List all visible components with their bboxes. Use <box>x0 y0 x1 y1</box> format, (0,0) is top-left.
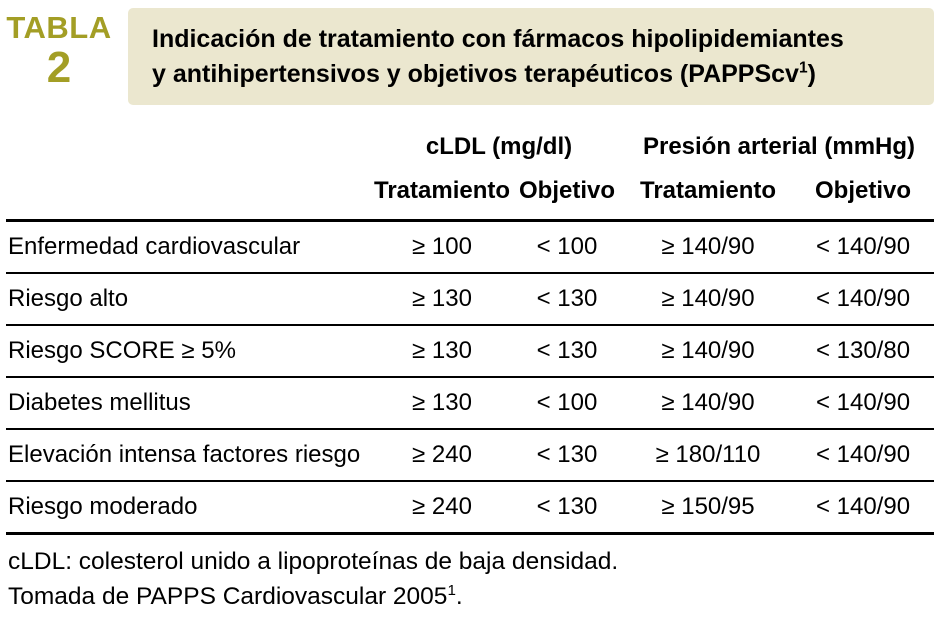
footnote-source-end: . <box>455 582 463 610</box>
cell-cldl-tratamiento: ≥ 240 <box>374 481 510 535</box>
title-line-2-end: ) <box>807 59 816 88</box>
footnote-source: Tomada de PAPPS Cardiovascular 20051. <box>8 580 934 615</box>
title-line-1: Indicación de tratamiento con fármacos h… <box>152 24 844 53</box>
row-label: Riesgo alto <box>6 273 374 326</box>
cell-cldl-tratamiento: ≥ 130 <box>374 377 510 430</box>
cell-pa-tratamiento: ≥ 140/90 <box>624 325 792 378</box>
row-label: Riesgo SCORE ≥ 5% <box>6 325 374 378</box>
row-label: Enfermedad cardiovascular <box>6 220 374 274</box>
title-line-2: y antihipertensivos y objetivos terapéut… <box>152 57 910 92</box>
table-title: Indicación de tratamiento con fármacos h… <box>128 8 934 105</box>
group-header-spacer <box>6 123 374 177</box>
column-subheader-row: Tratamiento Objetivo Tratamiento Objetiv… <box>6 177 935 222</box>
title-line-2-text: y antihipertensivos y objetivos terapéut… <box>152 59 799 88</box>
row-label: Riesgo moderado <box>6 481 374 535</box>
footnote-abbreviation: cLDL: colesterol unido a lipoproteínas d… <box>8 548 619 575</box>
footnote-source-text: Tomada de PAPPS Cardiovascular 2005 <box>8 582 448 610</box>
cell-cldl-tratamiento: ≥ 100 <box>374 220 510 274</box>
footnote-superscript: 1 <box>447 581 456 599</box>
cell-cldl-tratamiento: ≥ 130 <box>374 273 510 326</box>
table-header: TABLA 2 Indicación de tratamiento con fá… <box>6 8 934 105</box>
cell-pa-objetivo: < 130/80 <box>792 325 935 378</box>
row-label: Diabetes mellitus <box>6 377 374 430</box>
cell-pa-tratamiento: ≥ 180/110 <box>624 429 792 482</box>
cell-cldl-tratamiento: ≥ 240 <box>374 429 510 482</box>
footnotes: cLDL: colesterol unido a lipoproteínas d… <box>6 545 934 615</box>
cell-pa-objetivo: < 140/90 <box>792 429 935 482</box>
subheader-pa-tratamiento: Tratamiento <box>624 177 792 222</box>
row-label: Elevación intensa factores riesgo <box>6 429 374 482</box>
subheader-cldl-objetivo: Objetivo <box>510 177 624 222</box>
table-row: Elevación intensa factores riesgo ≥ 240 … <box>6 429 935 482</box>
table-row: Enfermedad cardiovascular ≥ 100 < 100 ≥ … <box>6 220 935 274</box>
table-row: Diabetes mellitus ≥ 130 < 100 ≥ 140/90 <… <box>6 377 935 430</box>
cell-cldl-tratamiento: ≥ 130 <box>374 325 510 378</box>
cell-pa-objetivo: < 140/90 <box>792 377 935 430</box>
cell-pa-tratamiento: ≥ 140/90 <box>624 220 792 274</box>
title-superscript: 1 <box>798 59 808 77</box>
table-row: Riesgo SCORE ≥ 5% ≥ 130 < 130 ≥ 140/90 <… <box>6 325 935 378</box>
subheader-spacer <box>6 177 374 222</box>
cell-pa-objetivo: < 140/90 <box>792 220 935 274</box>
cell-cldl-objetivo: < 130 <box>510 429 624 482</box>
cell-pa-tratamiento: ≥ 140/90 <box>624 377 792 430</box>
column-group-cldl: cLDL (mg/dl) <box>425 133 573 160</box>
cell-cldl-objetivo: < 100 <box>510 220 624 274</box>
table-badge: TABLA 2 <box>6 8 112 105</box>
column-group-blood-pressure: Presión arterial (mmHg) <box>642 133 916 160</box>
cell-cldl-objetivo: < 130 <box>510 273 624 326</box>
column-group-row: cLDL (mg/dl) Presión arterial (mmHg) <box>6 123 934 177</box>
cell-cldl-objetivo: < 130 <box>510 325 624 378</box>
cell-pa-tratamiento: ≥ 150/95 <box>624 481 792 535</box>
table-badge-number: 2 <box>46 43 72 92</box>
cell-pa-objetivo: < 140/90 <box>792 481 935 535</box>
subheader-pa-objetivo: Objetivo <box>792 177 935 222</box>
cell-cldl-objetivo: < 130 <box>510 481 624 535</box>
subheader-cldl-tratamiento: Tratamiento <box>374 177 510 222</box>
cell-pa-tratamiento: ≥ 140/90 <box>624 273 792 326</box>
table-row: Riesgo alto ≥ 130 < 130 ≥ 140/90 < 140/9… <box>6 273 935 326</box>
table-badge-word: TABLA <box>6 10 112 45</box>
indication-table: cLDL (mg/dl) Presión arterial (mmHg) Tra… <box>6 123 935 535</box>
cell-pa-objetivo: < 140/90 <box>792 273 935 326</box>
cell-cldl-objetivo: < 100 <box>510 377 624 430</box>
table-row: Riesgo moderado ≥ 240 < 130 ≥ 150/95 < 1… <box>6 481 935 535</box>
